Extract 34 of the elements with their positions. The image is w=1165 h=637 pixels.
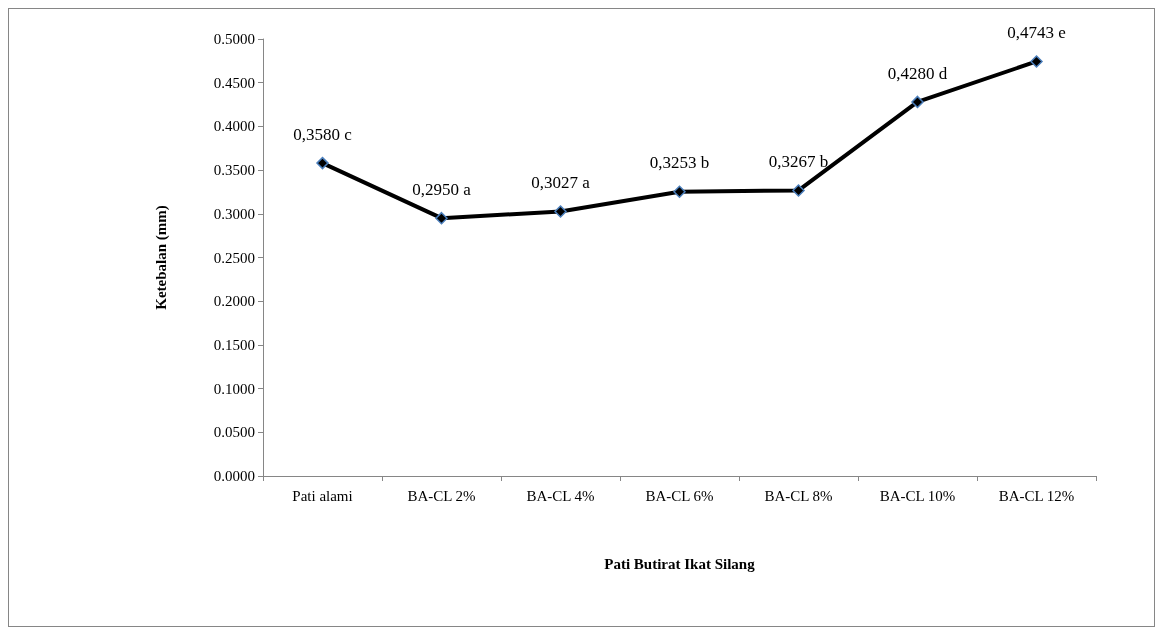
x-tick-label: BA-CL 4% bbox=[526, 487, 595, 504]
data-label: 0,4743 e bbox=[1007, 23, 1066, 43]
y-tick-label: 0.4500 bbox=[213, 74, 255, 91]
y-tick-label: 0.2500 bbox=[213, 249, 255, 266]
y-tick-label: 0.0500 bbox=[213, 424, 255, 441]
point bbox=[911, 95, 924, 109]
x-tick-label: BA-CL 10% bbox=[879, 487, 956, 504]
x-tick-label: BA-CL 2% bbox=[407, 487, 476, 504]
x-tick-label: BA-CL 6% bbox=[645, 487, 714, 504]
y-tick-label: 0.1000 bbox=[213, 380, 255, 397]
x-tick-label: BA-CL 12% bbox=[998, 487, 1075, 504]
data-label: 0,4280 d bbox=[887, 63, 948, 83]
data-label: 0,3027 a bbox=[531, 173, 591, 193]
y-tick-label: 0.3500 bbox=[213, 162, 255, 179]
data-label: 0,3580 c bbox=[293, 124, 353, 144]
data-label: 0,3253 b bbox=[649, 153, 710, 173]
y-tick-label: 0.1500 bbox=[213, 336, 255, 353]
y-axis-title: Ketebalan (mm) bbox=[152, 205, 170, 310]
y-tick-label: 0.4000 bbox=[213, 118, 255, 135]
y-tick-label: 0.5000 bbox=[213, 31, 255, 47]
x-tick-label: BA-CL 8% bbox=[764, 487, 833, 504]
y-tick-label: 0.0000 bbox=[213, 468, 255, 484]
x-tick-label: Pati alami bbox=[292, 487, 353, 504]
point bbox=[316, 156, 329, 170]
point bbox=[554, 205, 567, 218]
point bbox=[1030, 55, 1043, 68]
point bbox=[435, 211, 448, 225]
data-label: 0,3267 b bbox=[768, 152, 829, 172]
x-axis-title: Pati Butirat Ikat Silang bbox=[604, 555, 756, 572]
y-tick-label: 0.3000 bbox=[213, 205, 255, 222]
data-label: 0,2950 a bbox=[412, 179, 472, 199]
y-tick-label: 0.2000 bbox=[213, 293, 255, 310]
point bbox=[792, 184, 805, 197]
point bbox=[673, 185, 686, 198]
